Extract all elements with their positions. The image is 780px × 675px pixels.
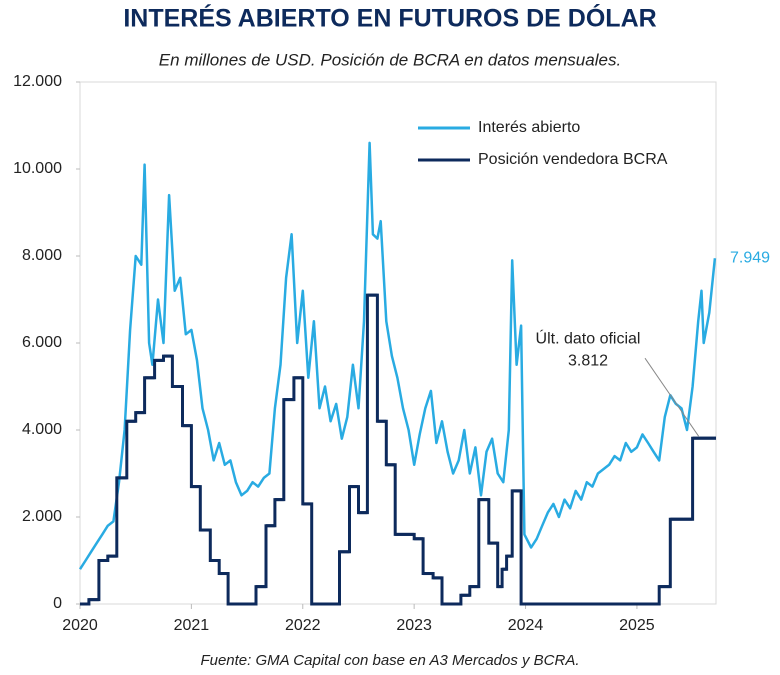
annotation-value: 3.812 xyxy=(568,352,608,369)
x-tick-label: 2022 xyxy=(285,617,321,634)
chart-title: INTERÉS ABIERTO EN FUTUROS DE DÓLAR xyxy=(123,3,656,33)
x-tick-label: 2024 xyxy=(508,617,544,634)
y-tick-label: 10.000 xyxy=(13,160,62,177)
x-tick-label: 2025 xyxy=(619,617,655,634)
annotation: 7.949 xyxy=(730,249,770,266)
y-tick-label: 8.000 xyxy=(22,247,62,264)
series-line xyxy=(78,141,717,570)
x-tick-label: 2021 xyxy=(174,617,210,634)
y-tick-label: 0 xyxy=(53,595,62,612)
y-tick-label: 2.000 xyxy=(22,508,62,525)
y-tick-label: 12.000 xyxy=(13,73,62,90)
y-tick-label: 4.000 xyxy=(22,421,62,438)
y-tick-label: 6.000 xyxy=(22,334,62,351)
source: Fuente: GMA Capital con base en A3 Merca… xyxy=(200,652,579,669)
x-tick-label: 2023 xyxy=(396,617,432,634)
chart-subtitle: En millones de USD. Posición de BCRA en … xyxy=(159,50,621,69)
annotation: Últ. dato oficial xyxy=(536,328,641,347)
legend-label: Interés abierto xyxy=(478,119,580,136)
annotation-leader xyxy=(644,357,700,437)
x-tick-label: 2020 xyxy=(62,617,98,634)
legend-label: Posición vendedora BCRA xyxy=(478,151,668,168)
